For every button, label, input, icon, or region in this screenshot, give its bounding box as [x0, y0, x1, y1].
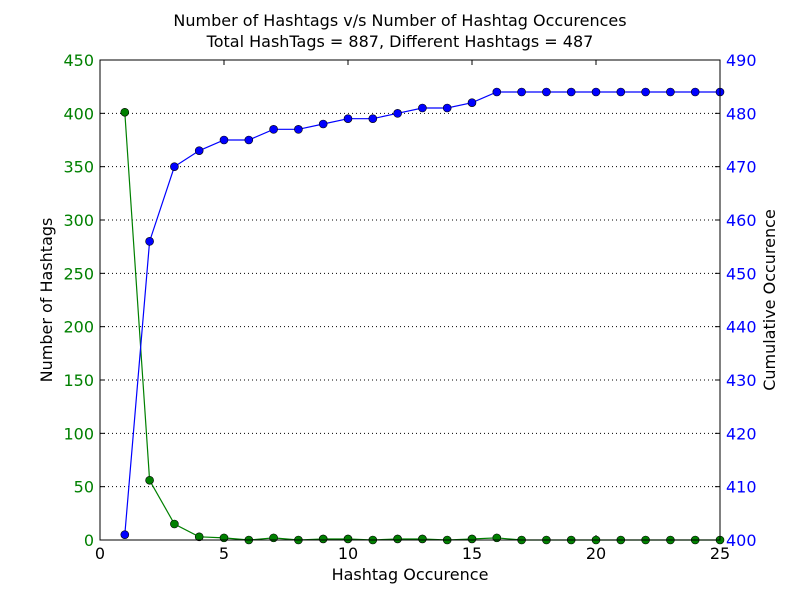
x-tick-label: 15 [462, 544, 482, 563]
y-right-tick-label: 490 [726, 51, 757, 70]
cumulative-point [690, 87, 700, 97]
y-right-tick-label: 470 [726, 158, 757, 177]
cumulative-point [145, 237, 154, 246]
hashtag-count-point [467, 534, 477, 544]
y-right-tick-label: 450 [726, 264, 757, 283]
y-right-tick-label: 420 [726, 424, 757, 443]
x-tick-label: 5 [219, 544, 229, 563]
y-left-tick-label: 50 [74, 478, 94, 497]
y-left-tick-label: 400 [63, 104, 94, 123]
cumulative-series-line [124, 91, 720, 535]
cumulative-point [616, 87, 626, 97]
x-tick-label: 0 [95, 544, 105, 563]
cumulative-point [294, 125, 303, 134]
y-left-tick-label: 300 [63, 211, 94, 230]
y-left-tick-label: 450 [63, 51, 94, 70]
y-right-tick-label: 460 [726, 211, 757, 230]
cumulative-point [368, 114, 378, 123]
chart-title: Number of Hashtags v/s Number of Hashtag… [173, 11, 626, 30]
axis-ticks: 0 5 10 15 20 25050100150200250300350400450400… [63, 51, 756, 563]
hashtag-count-point [343, 534, 353, 544]
cumulative-point [467, 98, 477, 107]
hashtag-count-point [269, 533, 278, 543]
y-right-tick-label: 430 [726, 371, 757, 390]
x-tick-label: 20 [586, 544, 606, 563]
cumulative-point [442, 103, 452, 113]
hashtag-count-point [492, 533, 502, 543]
data-series [120, 87, 725, 545]
cumulative-point [194, 146, 204, 155]
hashtag-count-point [219, 533, 229, 543]
hashtag-count-point [145, 475, 154, 485]
cumulative-point [318, 119, 328, 129]
cumulative-point [418, 103, 427, 113]
cumulative-point [244, 135, 254, 145]
hashtag-count-point [194, 532, 204, 542]
y-left-tick-label: 0 [84, 531, 94, 550]
x-axis-label: Hashtag Occurence [332, 565, 489, 584]
y-right-tick-label: 400 [726, 531, 757, 550]
cumulative-point [120, 530, 130, 539]
y-right-tick-label: 410 [726, 478, 757, 497]
y-axis-right-label: Cumulative Occurence [760, 209, 779, 391]
hashtag-count-point [393, 534, 402, 544]
hashtag-count-point [318, 534, 328, 544]
cumulative-point [542, 87, 551, 97]
x-tick-label: 25 [710, 544, 730, 563]
plot-frame [99, 59, 721, 541]
hashtag-count-point [170, 519, 179, 529]
y-left-tick-label: 100 [63, 424, 94, 443]
grid-lines [100, 112, 720, 488]
cumulative-point [170, 162, 179, 171]
cumulative-point [517, 87, 526, 97]
y-right-tick-label: 480 [726, 104, 757, 123]
cumulative-point [393, 109, 402, 118]
y-right-tick-label: 440 [726, 318, 757, 337]
cumulative-point [492, 87, 502, 97]
y-left-tick-label: 150 [63, 371, 94, 390]
x-tick-label: 10 [338, 544, 358, 563]
cumulative-point [566, 87, 576, 97]
y-axis-left-label: Number of Hashtags [37, 218, 56, 383]
y-left-tick-label: 250 [63, 264, 94, 283]
y-left-tick-label: 200 [63, 318, 94, 337]
hashtag-count-point [120, 107, 130, 117]
y-left-tick-label: 350 [63, 158, 94, 177]
cumulative-point [641, 87, 650, 97]
hashtag-count-point [418, 534, 427, 544]
cumulative-point [343, 114, 353, 123]
chart-subtitle: Total HashTags = 887, Different Hashtags… [206, 32, 594, 51]
cumulative-point [666, 87, 675, 97]
cumulative-point [591, 87, 601, 97]
cumulative-point [219, 135, 229, 145]
cumulative-point [269, 125, 278, 134]
hashtag-count-series-line [124, 112, 720, 541]
